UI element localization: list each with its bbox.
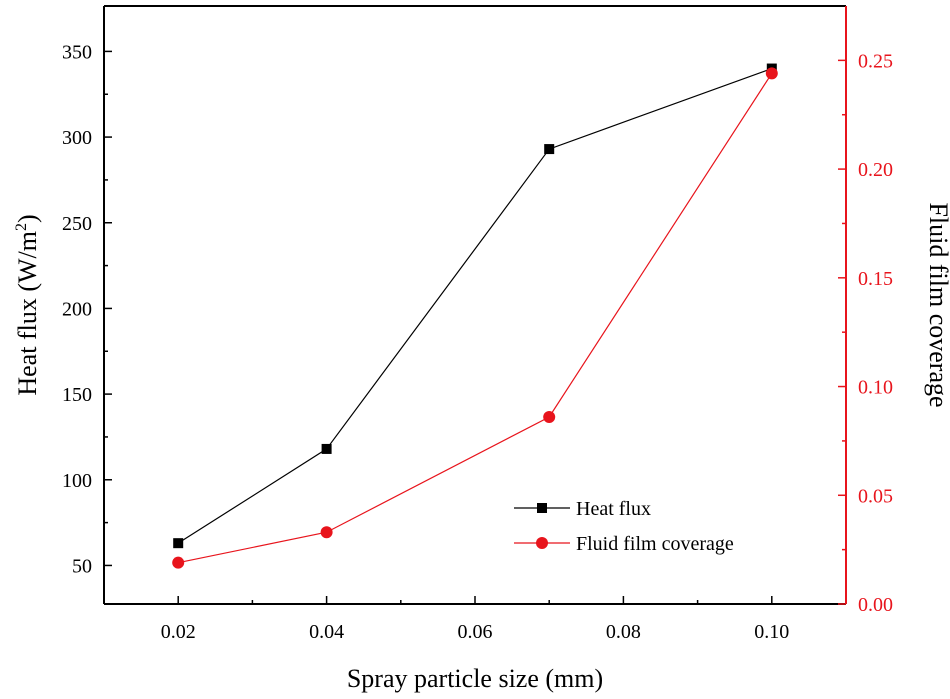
left-y-tick-label: 250 <box>62 213 92 235</box>
heat-flux-point <box>321 443 332 454</box>
legend: Heat flux Fluid film coverage <box>514 498 734 555</box>
x-tick-label: 0.02 <box>161 621 196 643</box>
fluid-film-coverage-point <box>543 410 556 423</box>
right-y-tick-label: 0.15 <box>858 268 893 290</box>
left-y-axis-title: Heat flux (W/m2) <box>13 214 42 395</box>
x-tick-label: 0.06 <box>458 621 493 643</box>
left-y-axis-title-end: ) <box>13 214 42 223</box>
right-y-tick-label: 0.10 <box>858 377 893 399</box>
series-line <box>177 67 773 544</box>
left-y-axis-title-superscript: 2 <box>13 223 30 231</box>
x-tick-label: 0.08 <box>606 621 641 643</box>
left-y-tick-label: 300 <box>62 127 92 149</box>
legend-circle-marker <box>536 537 548 549</box>
heat-flux-point <box>173 538 184 549</box>
right-y-tick-label: 0.05 <box>858 485 893 507</box>
left-y-tick-label: 50 <box>72 555 92 577</box>
x-tick-label: 0.10 <box>754 621 789 643</box>
fluid-film-coverage-point <box>765 67 778 80</box>
left-y-tick-label: 200 <box>62 298 92 320</box>
fluid-film-coverage-point <box>172 556 185 569</box>
legend-label: Heat flux <box>576 498 651 520</box>
left-y-tick-label: 150 <box>62 384 92 406</box>
left-y-tick-label: 350 <box>62 41 92 63</box>
heat-flux-point <box>544 144 555 155</box>
left-y-axis-title-main: Heat flux (W/m <box>13 231 42 396</box>
series-line <box>178 73 773 564</box>
right-y-tick-label: 0.00 <box>858 594 893 616</box>
x-axis-title: Spray particle size (mm) <box>347 664 603 693</box>
right-y-tick-label: 0.25 <box>858 50 893 72</box>
right-y-tick-label: 0.20 <box>858 159 893 181</box>
left-y-tick-label: 100 <box>62 470 92 492</box>
fluid-film-coverage-point <box>320 526 333 539</box>
legend-label: Fluid film coverage <box>576 533 734 555</box>
right-y-axis-title: Fluid film coverage <box>924 202 950 407</box>
axes-layer: 0.02 0.04 0.06 0.08 0.10 50 100 150 200 250 300 350… <box>13 5 950 693</box>
x-tick-label: 0.04 <box>309 621 344 643</box>
legend-square-marker <box>537 503 547 513</box>
series-layer <box>172 63 778 569</box>
